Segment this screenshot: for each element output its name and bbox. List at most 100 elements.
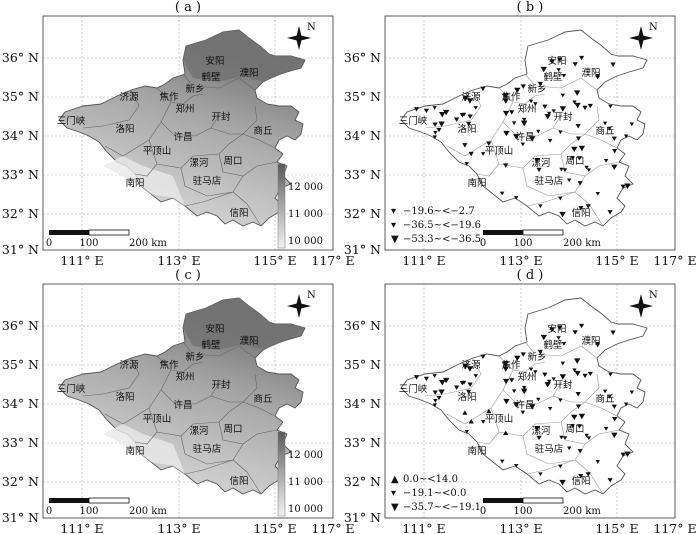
- station-marker: [624, 451, 631, 457]
- station-marker: [464, 162, 469, 166]
- station-marker: [578, 55, 585, 61]
- county-boundary: [156, 355, 204, 373]
- lon-tick-label: 117° E: [653, 521, 696, 534]
- county-boundary: [82, 89, 140, 129]
- lat-tick-label: 34° N: [344, 128, 381, 143]
- station-marker: [585, 472, 591, 477]
- station-marker: [557, 57, 563, 63]
- station-marker: [537, 349, 543, 355]
- city-label: 商丘: [595, 393, 615, 405]
- station-marker: [585, 204, 591, 209]
- city-label: 济源: [119, 91, 139, 103]
- city-label: 济源: [119, 359, 139, 371]
- city-label: 许昌: [173, 131, 192, 143]
- scalebar-white: [522, 229, 564, 236]
- station-marker: [573, 358, 581, 364]
- station-marker: [574, 370, 581, 377]
- city-label: 商丘: [253, 393, 273, 405]
- station-marker: [611, 136, 617, 142]
- colorbar-tick: 11 000: [288, 209, 323, 220]
- legend-symbol: ▾: [391, 488, 396, 499]
- city-label: 濮阳: [581, 335, 600, 347]
- county-boundary: [242, 133, 276, 149]
- county-boundary: [134, 163, 158, 177]
- station-marker: [521, 389, 527, 395]
- station-marker: [432, 374, 437, 378]
- station-marker: [549, 327, 555, 332]
- lat-tick-label: 36° N: [344, 50, 381, 65]
- station-marker: [513, 402, 520, 408]
- station-marker: [551, 109, 556, 114]
- city-label: 信阳: [571, 207, 590, 219]
- station-marker: [587, 103, 593, 109]
- legend-label: −19.6~<−2.7: [403, 206, 475, 217]
- city-label: 洛阳: [115, 391, 134, 403]
- station-marker: [466, 366, 474, 372]
- station-marker: [556, 336, 561, 341]
- scalebar-0: 0: [480, 506, 486, 517]
- city-label: 许昌: [515, 131, 534, 143]
- city-label: 安阳: [547, 55, 566, 67]
- county-boundary: [156, 87, 204, 105]
- station-marker: [538, 472, 543, 477]
- county-boundary: [584, 401, 618, 417]
- county-boundary: [446, 139, 492, 157]
- station-marker: [423, 108, 429, 114]
- city-label: 驻马店: [535, 443, 564, 455]
- station-marker: [578, 323, 585, 329]
- station-marker: [461, 112, 467, 117]
- station-marker: [559, 211, 566, 218]
- station-marker: [595, 75, 600, 80]
- north-label: N: [649, 290, 658, 301]
- county-boundary: [522, 167, 586, 197]
- legend-symbol: ▾: [391, 206, 396, 217]
- station-marker: [572, 62, 578, 67]
- station-marker: [522, 385, 527, 390]
- station-marker: [502, 366, 509, 372]
- station-marker: [432, 403, 438, 408]
- city-label: 南阳: [467, 177, 486, 189]
- city-label: 驻马店: [535, 175, 564, 187]
- scalebar-100: 100: [79, 238, 98, 249]
- county-boundary: [104, 407, 150, 425]
- lon-tick-label: 113° E: [157, 521, 200, 534]
- station-marker: [511, 389, 517, 394]
- lon-tick-label: 111° E: [402, 253, 445, 268]
- legend-symbol: ▾: [391, 220, 396, 231]
- city-label: 鹤壁: [201, 71, 221, 83]
- station-marker: [473, 106, 478, 110]
- county-boundary: [490, 389, 586, 437]
- station-marker: [570, 424, 575, 429]
- station-marker: [536, 397, 541, 402]
- county-boundary: [490, 121, 586, 169]
- scalebar-black: [49, 230, 89, 235]
- station-marker: [547, 139, 553, 143]
- station-marker: [534, 158, 540, 163]
- lat-tick-label: 33° N: [2, 435, 39, 450]
- station-marker: [454, 385, 460, 390]
- lat-tick-label: 31° N: [344, 510, 381, 525]
- lon-tick-label: 113° E: [157, 253, 200, 268]
- city-label: 南阳: [125, 445, 144, 457]
- station-marker: [462, 96, 468, 102]
- station-marker: [540, 66, 547, 73]
- station-marker: [584, 433, 589, 438]
- station-marker: [558, 196, 563, 201]
- city-label: 南阳: [125, 177, 144, 189]
- elevation-low-zone: [103, 156, 185, 206]
- legend-label: 0.0~<14.0: [403, 474, 458, 485]
- station-marker: [577, 449, 583, 454]
- city-label: 新乡: [527, 351, 546, 363]
- station-marker: [468, 419, 474, 424]
- station-marker: [502, 93, 509, 99]
- station-marker: [586, 436, 592, 441]
- station-marker: [586, 168, 592, 173]
- station-marker: [559, 106, 567, 112]
- scalebar-black: [49, 498, 89, 503]
- station-marker: [509, 378, 515, 383]
- lon-tick-label: 117° E: [311, 521, 354, 534]
- station-marker: [413, 375, 420, 380]
- station-marker: [433, 399, 438, 403]
- city-label: 漯河: [189, 157, 209, 169]
- panel-title: ( b ): [517, 0, 544, 15]
